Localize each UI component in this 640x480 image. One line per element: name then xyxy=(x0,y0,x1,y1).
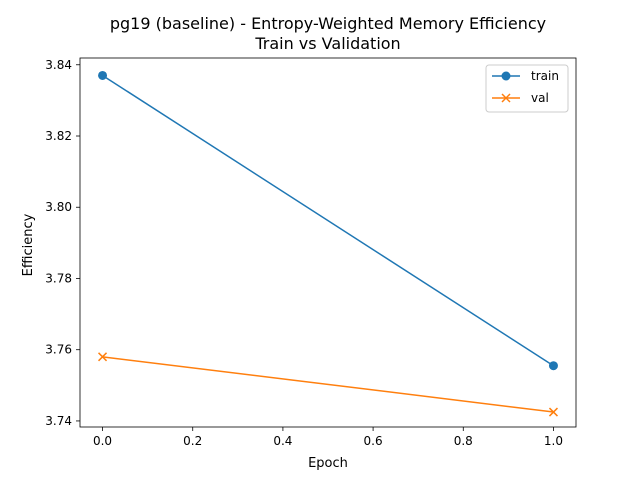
data-point-val-stroke xyxy=(98,352,108,362)
y-axis-label: Efficiency xyxy=(21,213,36,276)
plot-area: 0.0 0.2 0.4 0.6 0.8 1.0 3.74 3.76 3.78 3.80 3.82 3.… xyxy=(45,57,577,448)
data-point-val xyxy=(548,407,558,417)
x-tick-label: 1.0 xyxy=(544,434,563,448)
legend-marker-val xyxy=(501,93,511,103)
plot-frame xyxy=(79,57,577,428)
legend-marker-train xyxy=(501,71,511,81)
x-tick-label: 0.2 xyxy=(183,434,202,448)
y-tick-label: 3.82 xyxy=(45,129,72,143)
x-tick-label: 0.4 xyxy=(273,434,292,448)
chart-subtitle: Train vs Validation xyxy=(254,34,400,53)
data-point-train xyxy=(98,70,108,80)
data-point-val xyxy=(98,352,108,362)
y-tick-label: 3.78 xyxy=(45,271,72,285)
x-tick-label: 0.6 xyxy=(364,434,383,448)
legend-label-train: train xyxy=(531,69,559,83)
legend-marker-val-stroke xyxy=(501,93,511,103)
y-tick-label: 3.74 xyxy=(45,414,72,428)
series-line-train xyxy=(102,74,554,367)
legend: train val xyxy=(485,64,569,113)
x-tick-label: 0.8 xyxy=(454,434,473,448)
x-tick-label: 0.0 xyxy=(93,434,112,448)
legend-label-val: val xyxy=(531,91,549,105)
y-tick-label: 3.76 xyxy=(45,343,72,357)
chart-title: pg19 (baseline) - Entropy-Weighted Memor… xyxy=(110,14,546,33)
series-line-val xyxy=(102,356,554,413)
data-point-val-stroke xyxy=(548,407,558,417)
y-tick-label: 3.80 xyxy=(45,200,72,214)
data-point-train xyxy=(548,361,558,371)
y-tick-label: 3.84 xyxy=(45,58,72,72)
x-axis-label: Epoch xyxy=(308,456,348,471)
